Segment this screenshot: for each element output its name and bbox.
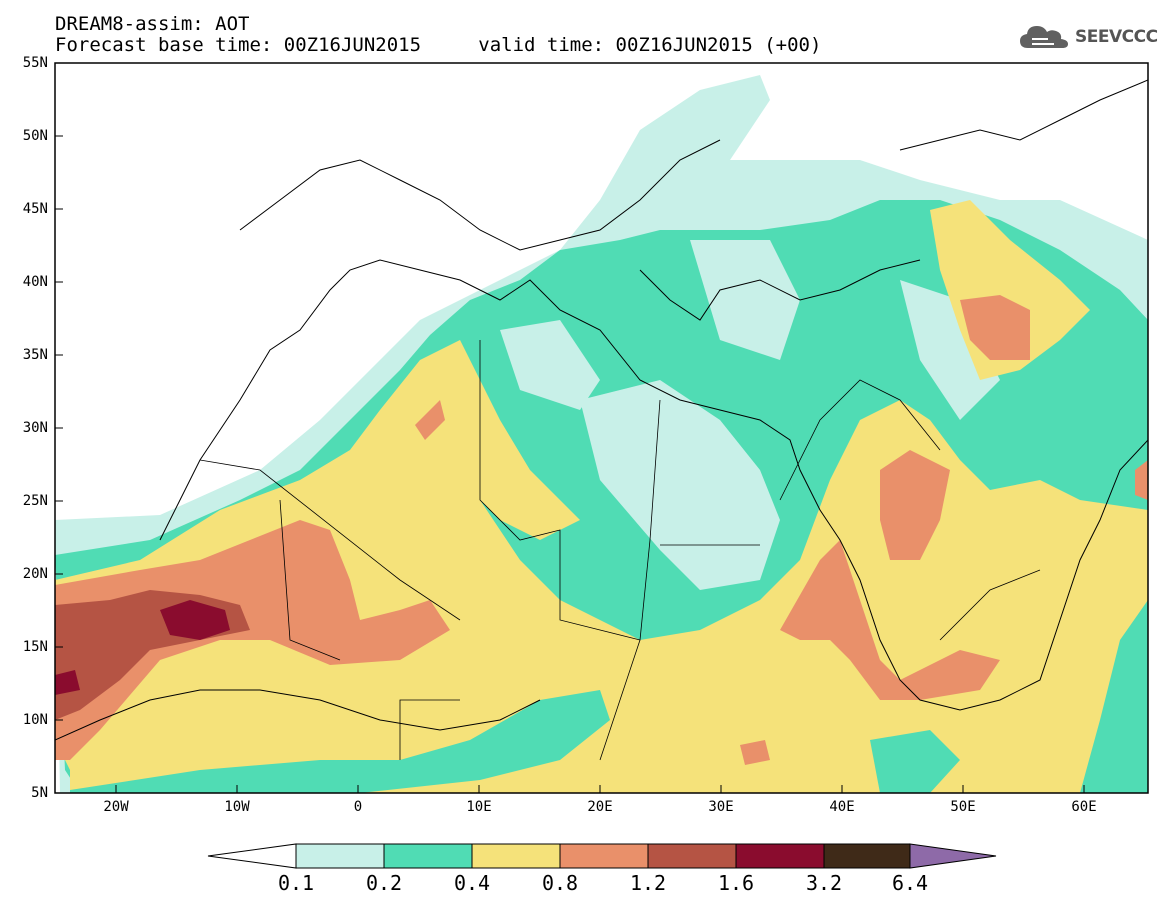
- lon-label-40e: 40E: [829, 799, 855, 815]
- cloud-logo-icon: [1020, 26, 1068, 48]
- colorbar-label-5: 1.6: [717, 871, 755, 895]
- colorbar-swatch-2: [471, 843, 561, 869]
- map-title: DREAM8-assim: AOT: [55, 13, 250, 35]
- colorbar-label-6: 3.2: [805, 871, 843, 895]
- colorbar-swatch-1: [383, 843, 473, 869]
- colorbar-label-4: 1.2: [629, 871, 667, 895]
- lat-label-55n: 55N: [22, 55, 48, 71]
- colorbar-label-2: 0.4: [453, 871, 491, 895]
- axis-ticks: [55, 62, 1085, 793]
- colorbar-swatch-3: [559, 843, 649, 869]
- lat-label-30n: 30N: [22, 420, 48, 436]
- colorbar-label-1: 0.2: [365, 871, 403, 895]
- colorbar-swatch-4: [647, 843, 737, 869]
- time-info: Forecast base time: 00Z16JUN2015 valid t…: [55, 35, 821, 55]
- lon-label-60e: 60E: [1071, 799, 1097, 815]
- lat-label-15n: 15N: [22, 639, 48, 655]
- valid-time: valid time: 00Z16JUN2015 (+00): [478, 34, 822, 56]
- lat-label-5n: 5N: [31, 785, 48, 801]
- coastlines: [55, 79, 1148, 741]
- borders: [199, 340, 1041, 761]
- colorbar-swatch-0: [295, 843, 385, 869]
- colorbar-swatch-5: [735, 843, 825, 869]
- colorbar-low-arrow: [207, 843, 297, 869]
- lat-label-20n: 20N: [22, 566, 48, 582]
- lon-label-30e: 30E: [708, 799, 734, 815]
- lon-label-10w: 10W: [224, 799, 250, 815]
- lat-label-35n: 35N: [22, 347, 48, 363]
- colorbar-label-0: 0.1: [277, 871, 315, 895]
- lat-label-25n: 25N: [22, 493, 48, 509]
- lat-label-10n: 10N: [22, 712, 48, 728]
- lat-label-45n: 45N: [22, 201, 48, 217]
- base-time: Forecast base time: 00Z16JUN2015: [55, 34, 422, 56]
- lon-label-20w: 20W: [103, 799, 129, 815]
- colorbar-label-3: 0.8: [541, 871, 579, 895]
- lon-label-50e: 50E: [950, 799, 976, 815]
- lon-label-10e: 10E: [466, 799, 492, 815]
- colorbar-swatch-6: [823, 843, 911, 869]
- aot-field: [55, 75, 1148, 793]
- colorbar-high-arrow: [909, 843, 997, 869]
- colorbar-label-7: 6.4: [891, 871, 929, 895]
- lon-label-20e: 20E: [587, 799, 613, 815]
- lat-label-40n: 40N: [22, 274, 48, 290]
- logo-text: SEEVCCC: [1075, 27, 1158, 47]
- aot-band-0-8: [55, 520, 450, 760]
- colorbar: [207, 843, 997, 869]
- lon-label-0: 0: [353, 799, 363, 815]
- aot-band-1-6: [160, 600, 230, 640]
- lat-label-50n: 50N: [22, 128, 48, 144]
